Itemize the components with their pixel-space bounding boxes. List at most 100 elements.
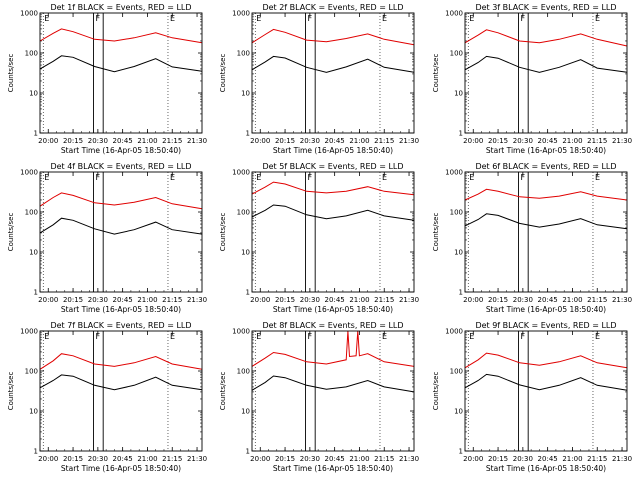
chart-title: Det 6f BLACK = Events, RED = LLD (475, 162, 616, 171)
y-tick-label: 100 (450, 50, 463, 58)
x-tick-label: 20:30 (88, 296, 108, 304)
y-tick-label: 1 (459, 289, 463, 297)
series-line-lld (39, 353, 203, 370)
y-axis-label: Counts/sec (432, 54, 440, 93)
series-line-lld (39, 28, 203, 44)
x-tick-label: 21:30 (612, 296, 632, 304)
x-tick-label: 20:45 (113, 296, 133, 304)
x-tick-label: 20:00 (463, 455, 483, 463)
x-tick-label: 20:45 (325, 137, 345, 145)
y-tick-label: 1 (34, 448, 38, 456)
x-tick-label: 20:30 (88, 137, 108, 145)
plot-frame (464, 171, 628, 293)
series-line-lld (251, 181, 415, 196)
chart-panel-2: Det 2f BLACK = Events, RED = LLD Counts/s… (219, 3, 419, 155)
series-line-events (251, 55, 415, 73)
marker-label-e: E (469, 332, 474, 341)
y-axis-label: Counts/sec (7, 54, 15, 93)
plot-frame (39, 330, 203, 452)
y-tick-label: 10 (454, 90, 463, 98)
x-tick-label: 20:15 (275, 137, 295, 145)
y-tick-label: 1 (459, 448, 463, 456)
x-tick-label: 21:30 (399, 455, 419, 463)
y-tick-label: 10 (29, 90, 38, 98)
x-tick-label: 20:15 (63, 296, 83, 304)
x-tick-label: 20:30 (513, 137, 533, 145)
marker-label-f: F (95, 14, 100, 23)
y-tick-label: 10 (29, 249, 38, 257)
x-tick-label: 20:45 (325, 296, 345, 304)
chart-panel-1: Det 1f BLACK = Events, RED = LLD Counts/s… (7, 3, 207, 155)
series-line-events (39, 55, 203, 73)
x-tick-label: 21:00 (137, 455, 157, 463)
x-tick-label: 21:15 (374, 137, 394, 145)
chart-panel-6: Det 6f BLACK = Events, RED = LLD Counts/s… (432, 162, 632, 314)
x-tick-label: 20:00 (250, 455, 270, 463)
y-tick-label: 1000 (20, 169, 38, 177)
x-tick-label: 21:15 (587, 296, 607, 304)
marker-label-e: E (170, 14, 175, 23)
chart-title: Det 2f BLACK = Events, RED = LLD (262, 3, 403, 12)
chart-panel-5: Det 5f BLACK = Events, RED = LLD Counts/s… (219, 162, 419, 314)
x-tick-label: 21:15 (162, 455, 182, 463)
x-tick-label: 20:15 (63, 137, 83, 145)
x-tick-label: 20:15 (488, 137, 508, 145)
y-tick-label: 1 (34, 130, 38, 138)
chart-title: Det 9f BLACK = Events, RED = LLD (475, 321, 616, 330)
y-tick-label: 10 (454, 408, 463, 416)
y-tick-label: 1000 (20, 10, 38, 18)
series-line-events (251, 375, 415, 393)
x-tick-label: 21:00 (137, 296, 157, 304)
x-tick-label: 20:45 (538, 455, 558, 463)
x-axis-label: Start Time (16-Apr-05 18:50:40) (273, 464, 393, 473)
plot-frame (39, 171, 203, 293)
x-tick-label: 20:15 (488, 455, 508, 463)
marker-label-e: E (595, 173, 600, 182)
plot-frame (464, 12, 628, 134)
x-tick-label: 20:00 (38, 296, 58, 304)
x-tick-label: 20:45 (113, 137, 133, 145)
y-tick-label: 100 (237, 368, 250, 376)
y-axis-label: Counts/sec (7, 213, 15, 252)
series-line-lld (464, 29, 628, 47)
y-tick-label: 100 (25, 50, 38, 58)
x-axis-label: Start Time (16-Apr-05 18:50:40) (273, 146, 393, 155)
y-tick-label: 1000 (20, 328, 38, 336)
x-axis-label: Start Time (16-Apr-05 18:50:40) (61, 146, 181, 155)
marker-label-e: E (256, 332, 261, 341)
x-tick-label: 20:45 (538, 137, 558, 145)
x-tick-label: 21:00 (349, 455, 369, 463)
x-tick-label: 20:15 (275, 296, 295, 304)
y-tick-label: 1000 (232, 169, 250, 177)
y-tick-label: 1000 (232, 328, 250, 336)
y-tick-label: 100 (25, 368, 38, 376)
x-tick-label: 21:30 (612, 137, 632, 145)
y-tick-label: 10 (241, 408, 250, 416)
marker-label-f: F (307, 332, 312, 341)
x-tick-label: 20:45 (113, 455, 133, 463)
y-tick-label: 100 (25, 209, 38, 217)
x-axis-label: Start Time (16-Apr-05 18:50:40) (486, 146, 606, 155)
marker-label-f: F (520, 14, 525, 23)
marker-label-e: E (595, 14, 600, 23)
x-tick-label: 21:15 (587, 137, 607, 145)
y-axis-label: Counts/sec (219, 213, 227, 252)
marker-label-e: E (44, 332, 49, 341)
chart-panel-4: Det 4f BLACK = Events, RED = LLD Counts/s… (7, 162, 207, 314)
x-tick-label: 21:30 (612, 455, 632, 463)
x-tick-label: 21:30 (399, 137, 419, 145)
series-line-events (39, 217, 203, 235)
chart-panel-3: Det 3f BLACK = Events, RED = LLD Counts/s… (432, 3, 632, 155)
y-axis-label: Counts/sec (219, 372, 227, 411)
x-tick-label: 20:30 (300, 455, 320, 463)
y-tick-label: 100 (237, 209, 250, 217)
x-axis-label: Start Time (16-Apr-05 18:50:40) (273, 305, 393, 314)
chart-title: Det 7f BLACK = Events, RED = LLD (50, 321, 191, 330)
plot-frame (39, 12, 203, 134)
x-tick-label: 21:00 (349, 137, 369, 145)
x-tick-label: 21:15 (162, 296, 182, 304)
y-axis-label: Counts/sec (7, 372, 15, 411)
y-tick-label: 1 (246, 448, 250, 456)
marker-label-f: F (307, 14, 312, 23)
